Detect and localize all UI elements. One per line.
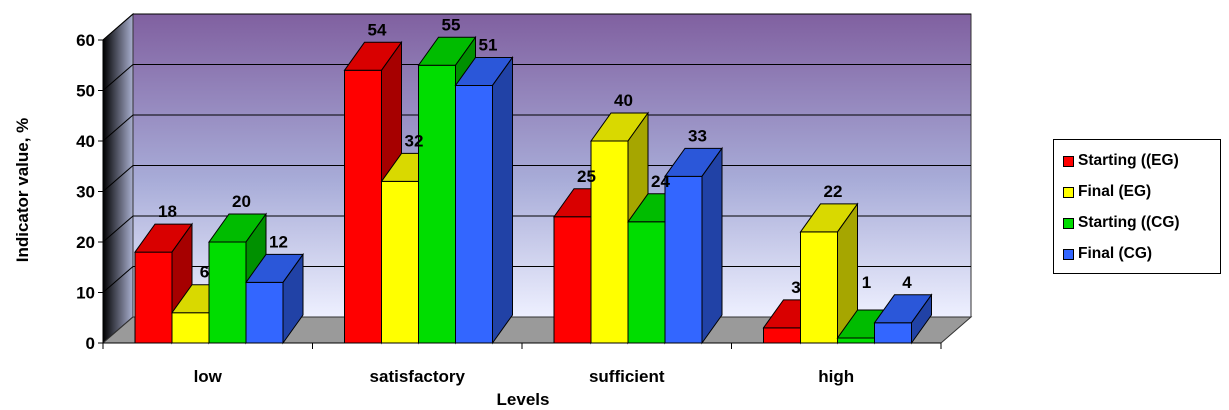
legend-item-starting-cg: Starting ((CG) <box>1063 213 1180 233</box>
bar-front <box>134 251 173 344</box>
legend-swatch-red <box>1063 155 1074 167</box>
data-label: 51 <box>479 35 498 54</box>
legend-swatch-green <box>1063 217 1074 229</box>
legend-label: Final (EG) <box>1078 183 1152 200</box>
data-label: 24 <box>651 172 670 191</box>
legend-label: Starting ((EG) <box>1078 152 1179 169</box>
y-tick-label: 40 <box>76 132 95 151</box>
x-tick-label: low <box>194 367 223 386</box>
data-label: 55 <box>442 15 461 34</box>
bar-front <box>381 180 419 344</box>
bar-front <box>627 221 666 344</box>
bar-front <box>590 140 629 344</box>
x-tick-label: sufficient <box>589 367 665 386</box>
data-label: 1 <box>862 273 871 292</box>
bar-front <box>664 175 703 344</box>
bar <box>873 293 933 345</box>
legend: Starting ((EG) Final (EG) Starting ((CG)… <box>1053 139 1221 274</box>
legend-swatch-yellow <box>1063 186 1074 198</box>
legend-label: Starting ((CG) <box>1078 214 1180 231</box>
gridline <box>102 64 971 91</box>
bar-side <box>911 293 932 345</box>
bar-front <box>874 322 912 344</box>
bar <box>664 146 723 345</box>
gridline <box>102 13 971 41</box>
data-label: 20 <box>232 192 251 211</box>
y-axis-title: Indicator value, % <box>13 118 32 263</box>
bar <box>245 252 304 345</box>
x-tick-label: high <box>818 367 854 386</box>
data-label: 6 <box>200 263 209 282</box>
y-tick-label: 50 <box>76 82 95 101</box>
bar-side <box>701 146 723 345</box>
bar-side <box>492 55 513 345</box>
data-label: 25 <box>577 167 596 186</box>
legend-item-final-eg: Final (EG) <box>1063 182 1151 202</box>
legend-item-final-cg: Final (CG) <box>1063 244 1152 264</box>
data-label: 18 <box>158 202 177 221</box>
data-label: 33 <box>688 126 707 145</box>
category-axis: low satisfactory sufficient high <box>102 342 942 386</box>
legend-item-starting-eg: Starting ((EG) <box>1063 151 1179 171</box>
gridline <box>102 114 971 142</box>
bar-front <box>171 312 210 344</box>
bar-front <box>553 216 592 344</box>
data-label: 12 <box>269 232 288 251</box>
bar-front <box>837 337 875 344</box>
y-tick-label: 10 <box>76 284 95 303</box>
bar-front <box>763 327 801 344</box>
bar-front <box>800 231 838 344</box>
x-tick-label: satisfactory <box>370 367 466 386</box>
data-label: 3 <box>791 278 800 297</box>
y-tick-label: 30 <box>76 183 95 202</box>
y-tick-label: 60 <box>76 31 95 50</box>
data-label: 32 <box>405 131 424 150</box>
y-tick-label: 20 <box>76 233 95 252</box>
bar-front <box>418 64 456 344</box>
y-tick-label: 0 <box>86 334 95 353</box>
plot-walls <box>101 12 973 345</box>
bar-front <box>455 84 493 344</box>
data-label: 4 <box>902 273 912 292</box>
bars-layer <box>134 35 933 345</box>
bar-front <box>245 281 284 344</box>
data-label: 54 <box>368 20 387 39</box>
legend-label: Final (CG) <box>1078 245 1153 262</box>
bar-front <box>208 241 247 344</box>
bar-side <box>282 252 304 345</box>
data-label: 22 <box>824 182 843 201</box>
legend-swatch-blue <box>1063 248 1074 260</box>
bar <box>454 55 514 345</box>
value-axis: 0 10 20 30 40 50 60 <box>76 31 104 353</box>
bar <box>799 202 859 345</box>
data-label: 40 <box>614 91 633 110</box>
bar-front <box>344 69 382 344</box>
x-axis-title: Levels <box>497 390 550 409</box>
